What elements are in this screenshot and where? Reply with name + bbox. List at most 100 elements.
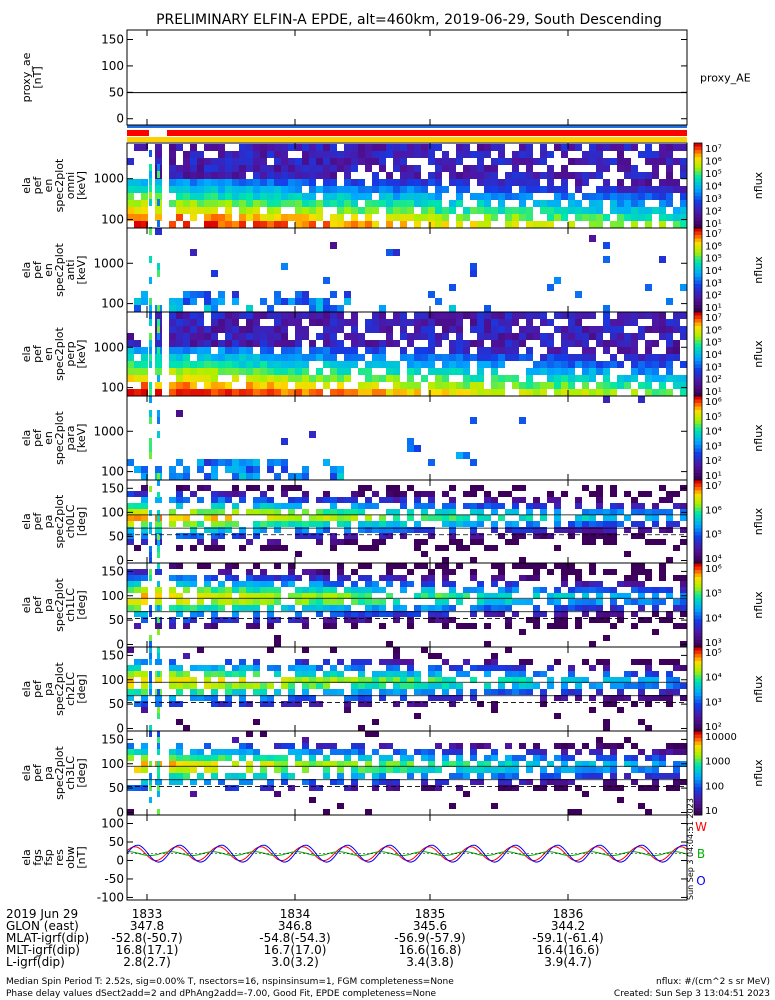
heatmap-cell [246,319,253,326]
heatmap-cell [407,193,414,200]
heatmap-cell [141,695,148,701]
heatmap-cell [477,761,484,767]
y-axis-label: spec2plot [53,243,66,297]
heatmap-cell [547,779,554,785]
heatmap-cell [302,368,309,375]
colorbar-segment [694,448,702,453]
heatmap-cell [680,503,687,509]
heatmap-cell [379,326,386,333]
heatmap-cell [407,375,414,382]
heatmap-cell [435,515,442,521]
heatmap-cell [232,221,239,228]
heatmap-cell [260,375,267,382]
heatmap-cell [456,785,463,791]
heatmap-cell [463,623,470,629]
heatmap-cell [344,333,351,340]
heatmap-cell [295,599,302,605]
heatmap-cell [652,172,659,179]
heatmap-cell [337,509,344,515]
heatmap-cell [400,389,407,396]
heatmap-cell [484,689,491,695]
heatmap-cell [603,326,610,333]
heatmap-cell [169,659,176,665]
heatmap-cell [624,677,631,683]
heatmap-cell [232,312,239,319]
heatmap-cell [582,587,589,593]
y-axis-label: ela [20,430,33,447]
heatmap-cell [239,599,246,605]
heatmap-cell [603,144,610,151]
heatmap-cell [302,466,309,473]
heatmap-cell [365,731,372,737]
heatmap-cell [456,326,463,333]
heatmap-cell [477,743,484,749]
heatmap-cell [645,683,652,689]
heatmap-cell [246,186,253,193]
heatmap-cell [253,503,260,509]
heatmap-cell [596,200,603,207]
heatmap-cell [645,368,652,375]
heatmap-cell [246,214,253,221]
heatmap-cell [547,773,554,779]
heatmap-cell [141,593,148,599]
heatmap-cell [309,761,316,767]
heatmap-cell [351,659,358,665]
heatmap-cell [652,158,659,165]
heatmap-cell [610,761,617,767]
heatmap-cell [435,665,442,671]
colorbar-segment [694,678,702,683]
heatmap-cell [519,485,526,491]
heatmap-cell [561,368,568,375]
heatmap-cell [183,158,190,165]
heatmap-cell [379,773,386,779]
heatmap-cell [149,354,152,361]
heatmap-cell [673,665,680,671]
heatmap-cell [190,749,197,755]
heatmap-cell [596,389,603,396]
heatmap-cell [358,575,365,581]
colorbar-segment [694,228,702,232]
heatmap-cell [449,382,456,389]
heatmap-cell [638,569,645,575]
heatmap-cell [673,347,680,354]
heatmap-cell [316,298,323,305]
heatmap-cell [624,214,631,221]
heatmap-cell [211,326,218,333]
heatmap-cell [169,509,176,515]
heatmap-cell [596,214,603,221]
heatmap-cell [169,671,176,677]
heatmap-cell [449,172,456,179]
heatmap-cell [246,575,253,581]
heatmap-cell [673,382,680,389]
heatmap-cell [246,587,253,593]
heatmap-cell [232,665,239,671]
colorbar-segment [694,549,702,554]
heatmap-cell [169,466,176,473]
heatmap-cell [149,546,152,552]
heatmap-cell [512,333,519,340]
heatmap-cell [428,179,435,186]
colorbar-segment [694,277,702,281]
heatmap-cell [645,207,652,214]
heatmap-cell [533,368,540,375]
heatmap-cell [141,755,148,761]
heatmap-cell [225,527,232,533]
colorbar-segment [694,231,702,236]
heatmap-cell [512,151,519,158]
heatmap-cell [435,312,442,319]
heatmap-cell [596,755,603,761]
heatmap-cell [631,563,638,569]
heatmap-cell [638,689,645,695]
heatmap-cell [358,743,365,749]
heatmap-cell [554,623,561,629]
heatmap-cell [596,361,603,368]
heatmap-cell [449,605,456,611]
heatmap-cell [225,151,232,158]
heatmap-cell [176,563,183,569]
heatmap-cell [337,466,344,473]
colorbar-tick-label: 10⁶ [705,157,722,168]
heatmap-cell [526,207,533,214]
heatmap-cell [610,521,617,527]
heatmap-cell [183,186,190,193]
heatmap-cell [603,785,610,791]
